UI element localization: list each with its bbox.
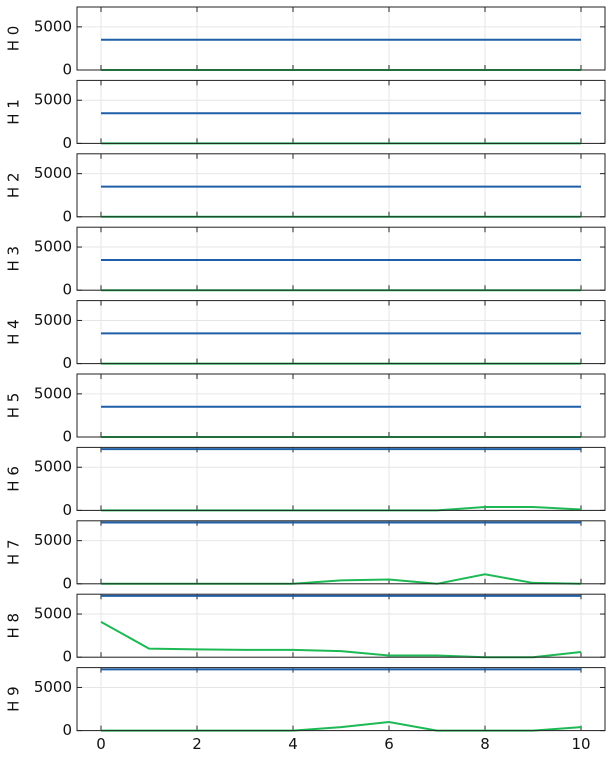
y-tick-label: 5000 <box>34 164 72 182</box>
plot-area <box>77 520 605 584</box>
plot-area <box>77 667 605 731</box>
y-tick-label: 5000 <box>34 678 72 696</box>
y-axis-label: H 9 <box>5 686 23 712</box>
plot-frame <box>76 593 606 658</box>
y-axis-label: H 3 <box>5 246 23 272</box>
y-axis-label: H 4 <box>5 319 23 345</box>
x-tick-label: 0 <box>96 735 106 753</box>
plot-area <box>77 7 605 70</box>
y-tick-label: 5000 <box>34 17 72 35</box>
x-tick-label: 2 <box>192 735 202 753</box>
plot-area <box>77 447 605 511</box>
plot-area <box>77 153 605 217</box>
plot-frame <box>76 6 606 71</box>
plot-frame <box>76 300 606 365</box>
plot-frame <box>76 520 606 585</box>
y-axis-label: H 7 <box>5 540 23 566</box>
y-axis-label: H 8 <box>5 613 23 639</box>
y-tick-label: 5000 <box>34 91 72 109</box>
y-tick-label: 5000 <box>34 311 72 329</box>
x-tick-label: 10 <box>571 735 590 753</box>
y-tick-label: 5000 <box>34 605 72 623</box>
x-tick-label: 4 <box>288 735 298 753</box>
y-axis-label: H 5 <box>5 393 23 419</box>
plot-area <box>77 374 605 437</box>
y-tick-label: 0 <box>62 648 72 666</box>
y-axis-label: H 1 <box>5 99 23 125</box>
y-tick-label: 5000 <box>34 384 72 402</box>
y-tick-label: 5000 <box>34 238 72 256</box>
y-tick-label: 0 <box>62 501 72 519</box>
plot-area <box>77 300 605 364</box>
y-axis-label: H 2 <box>5 173 23 199</box>
plot-area <box>77 80 605 144</box>
y-axis-label: H 6 <box>5 466 23 492</box>
y-tick-label: 5000 <box>34 531 72 549</box>
y-tick-label: 0 <box>62 721 72 739</box>
y-axis-label: H 0 <box>5 26 23 52</box>
plot-frame <box>76 667 606 732</box>
plot-frame <box>76 79 606 144</box>
plot-frame <box>76 446 606 511</box>
y-tick-label: 0 <box>62 61 72 79</box>
y-tick-label: 0 <box>62 428 72 446</box>
y-tick-label: 5000 <box>34 458 72 476</box>
y-tick-label: 0 <box>62 574 72 592</box>
y-tick-label: 0 <box>62 207 72 225</box>
x-tick-label: 8 <box>480 735 490 753</box>
y-tick-label: 0 <box>62 281 72 299</box>
x-tick-label: 6 <box>384 735 394 753</box>
y-tick-label: 0 <box>62 354 72 372</box>
plot-frame <box>76 373 606 438</box>
plot-frame <box>76 226 606 291</box>
y-tick-label: 0 <box>62 134 72 152</box>
plot-frame <box>76 153 606 218</box>
plot-area <box>77 227 605 291</box>
plot-area <box>77 594 605 658</box>
